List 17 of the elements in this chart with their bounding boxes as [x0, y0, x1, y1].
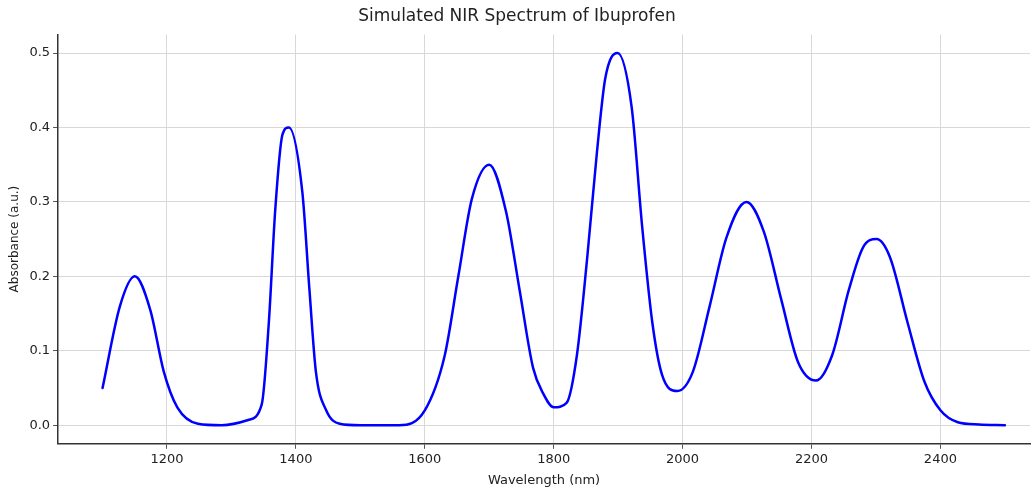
- x-tick-label: 2200: [794, 450, 829, 466]
- line-series: [101, 51, 1007, 427]
- y-tick-label: 0.5: [29, 44, 51, 60]
- x-tick-label: 1400: [279, 450, 313, 466]
- x-axis-title: Wavelength (nm): [487, 471, 601, 487]
- y-tick-label: 0.4: [29, 118, 51, 134]
- y-tick-label: 0.1: [29, 342, 51, 358]
- y-tick-label: 0.0: [29, 416, 51, 432]
- x-tick-label: 1600: [408, 450, 442, 466]
- chart-title: Simulated NIR Spectrum of Ibuprofen: [358, 4, 676, 25]
- x-tick-label: 2000: [666, 450, 700, 466]
- y-axis-title: Absorbance (a.u.): [7, 185, 22, 293]
- x-tick-label: 1800: [537, 450, 571, 466]
- y-tick-label: 0.2: [29, 267, 51, 283]
- y-tick-label: 0.3: [29, 193, 51, 209]
- x-tick-label: 2400: [923, 450, 957, 466]
- x-tick-label: 1200: [150, 450, 184, 466]
